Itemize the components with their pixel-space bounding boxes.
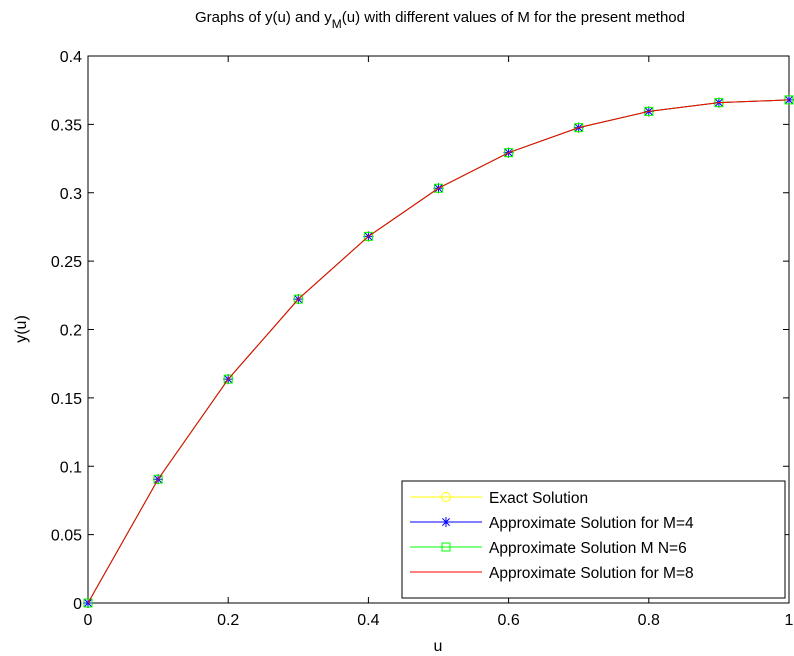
chart-title: Graphs of y(u) and yM(u) with different …: [195, 9, 685, 31]
y-tick-label: 0.3: [60, 186, 82, 203]
y-tick-label: 0: [73, 596, 82, 613]
y-axis-ticks: 0 0.05 0.1 0.15 0.2 0.25 0.3 0.35 0.4: [51, 49, 789, 613]
y-tick-label: 0.15: [51, 391, 82, 408]
data-point: [363, 231, 373, 241]
legend-box: [401, 480, 786, 599]
x-tick-label: 0: [84, 612, 93, 629]
data-point: [83, 598, 93, 608]
legend-swatch-marker: [441, 542, 451, 552]
chart-title-suffix: (u) with different values of M for the p…: [342, 9, 685, 26]
chart-title-prefix: Graphs of y(u) and y: [195, 9, 332, 26]
chart-title-subscript: M: [332, 17, 342, 31]
data-point: [434, 183, 443, 193]
legend-label: Approximate Solution for M=4: [489, 515, 694, 532]
data-point: [574, 123, 584, 133]
y-tick-label: 0.4: [60, 49, 82, 66]
legend-swatch-marker: [441, 492, 451, 502]
legend-entry-2: Approximate Solution for M=4: [410, 515, 694, 532]
data-point: [504, 148, 514, 158]
x-tick-label: 1: [785, 612, 794, 629]
series-4: [87, 99, 790, 604]
legend-entry-1: Exact Solution: [410, 490, 588, 507]
data-point: [153, 474, 163, 484]
y-tick-label: 0.1: [60, 459, 82, 476]
series-line: [87, 99, 790, 604]
x-tick-label: 0.8: [638, 612, 660, 629]
y-tick-label: 0.35: [51, 117, 82, 134]
legend-swatch-marker: [441, 517, 451, 527]
legend: Exact Solution Approximate Solution for M…: [401, 480, 786, 599]
y-tick-label: 0.05: [51, 528, 82, 545]
y-axis-label: y(u): [13, 315, 30, 343]
data-point: [293, 294, 303, 304]
x-tick-label: 0.2: [217, 612, 239, 629]
y-tick-label: 0.25: [51, 254, 82, 271]
legend-entry-4: Approximate Solution for M=8: [410, 565, 694, 582]
x-tick-label: 0.4: [357, 612, 379, 629]
series-layer: [83, 94, 794, 608]
legend-label: Approximate Solution M N=6: [489, 540, 687, 557]
x-axis-ticks: 0 0.2 0.4 0.6 0.8 1: [84, 56, 794, 629]
legend-label: Approximate Solution for M=8: [489, 565, 694, 582]
x-axis-label: u: [434, 638, 443, 655]
y-tick-label: 0.2: [60, 323, 82, 340]
legend-entry-3: Approximate Solution M N=6: [410, 540, 687, 557]
x-tick-label: 0.6: [497, 612, 519, 629]
data-point: [223, 374, 233, 384]
legend-label: Exact Solution: [489, 490, 588, 507]
